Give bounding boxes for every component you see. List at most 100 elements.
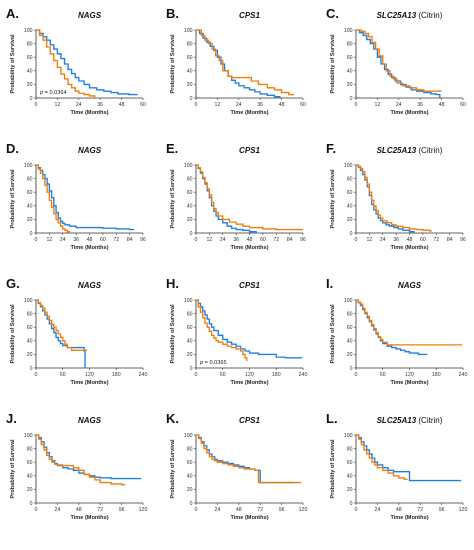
x-tick-label: 72	[257, 507, 263, 513]
x-tick-label: 120	[139, 507, 148, 513]
y-tick-label: 60	[27, 325, 33, 331]
y-tick-label: 40	[187, 474, 193, 480]
series-orange-curve	[196, 434, 302, 484]
y-tick-label: 100	[184, 163, 193, 169]
title-gene: NAGS	[78, 146, 102, 155]
title-gene: CPS1	[239, 281, 260, 290]
panel-letter: D.	[6, 141, 19, 156]
y-tick-label: 80	[187, 41, 193, 47]
x-tick-label: 36	[257, 102, 263, 108]
title-gene: NAGS	[78, 11, 102, 20]
x-tick-label: 0	[355, 507, 358, 513]
x-tick-label: 48	[247, 237, 253, 243]
series-blue-curve	[356, 434, 462, 482]
y-tick-label: 20	[347, 217, 353, 223]
x-tick-label: 60	[140, 102, 146, 108]
x-tick-label: 72	[113, 237, 119, 243]
y-axis-title: Probability of Survival	[330, 304, 336, 364]
x-tick-label: 48	[87, 237, 93, 243]
x-tick-label: 24	[55, 507, 61, 513]
y-tick-label: 60	[27, 55, 33, 61]
x-tick-label: 36	[417, 102, 423, 108]
x-tick-label: 0	[195, 237, 198, 243]
panel-title: CPS1	[239, 416, 260, 425]
x-tick-label: 12	[215, 102, 221, 108]
panel-letter: G.	[6, 276, 20, 291]
x-tick-label: 0	[355, 102, 358, 108]
x-tick-label: 24	[236, 102, 242, 108]
y-tick-label: 40	[27, 474, 33, 480]
y-axis-title: Probability of Survival	[10, 304, 16, 364]
series-blue-curve	[36, 164, 135, 231]
x-tick-label: 72	[433, 237, 439, 243]
y-tick-label: 80	[27, 446, 33, 452]
x-tick-label: 72	[97, 507, 103, 513]
panel-letter: L.	[326, 411, 338, 426]
series-orange-curve	[196, 299, 248, 362]
x-tick-label: 12	[206, 237, 212, 243]
y-tick-label: 60	[187, 325, 193, 331]
y-tick-label: 20	[27, 487, 33, 493]
panel-title: CPS1	[239, 281, 260, 290]
p-value-label: p = 0.0364	[39, 90, 67, 96]
x-tick-label: 48	[76, 507, 82, 513]
panel-k: K. CPS1 0 20 40 60 80 100 0 24 48 72 96 120 Time (Mont…	[166, 411, 307, 521]
x-tick-label: 24	[375, 507, 381, 513]
y-tick-label: 80	[187, 311, 193, 317]
x-tick-label: 24	[60, 237, 66, 243]
title-gene: NAGS	[398, 281, 422, 290]
x-tick-label: 24	[76, 102, 82, 108]
x-tick-label: 60	[220, 372, 226, 378]
panel-j: J. NAGS 0 20 40 60 80 100 0 24 48 72 96 120 Time (Mont…	[6, 411, 147, 521]
series-blue-curve	[356, 29, 441, 98]
y-tick-label: 60	[27, 460, 33, 466]
x-axis-title: Time (Months)	[230, 110, 268, 116]
series-orange-curve	[196, 164, 303, 231]
x-tick-label: 12	[366, 237, 372, 243]
panel-c: C. SLC25A13 (Citrin) 0 20 40 60 80 100 0 12 24 36 48…	[326, 6, 466, 116]
y-axis-title: Probability of Survival	[10, 169, 16, 229]
y-tick-label: 100	[24, 28, 33, 34]
x-tick-label: 48	[236, 507, 242, 513]
y-tick-label: 100	[184, 298, 193, 304]
y-tick-label: 100	[344, 28, 353, 34]
title-gene: CPS1	[239, 11, 260, 20]
series-blue-curve	[36, 299, 86, 368]
x-tick-label: 24	[380, 237, 386, 243]
x-axis-title: Time (Months)	[230, 515, 268, 521]
y-tick-label: 40	[187, 204, 193, 210]
x-tick-label: 0	[355, 237, 358, 243]
y-tick-label: 80	[27, 176, 33, 182]
x-tick-label: 96	[300, 237, 306, 243]
x-tick-label: 96	[279, 507, 285, 513]
y-axis-title: Probability of Survival	[330, 439, 336, 499]
x-tick-label: 60	[60, 372, 66, 378]
y-tick-label: 0	[30, 366, 33, 372]
panel-title: NAGS	[398, 281, 422, 290]
y-tick-label: 80	[347, 311, 353, 317]
p-value: = 0.0364	[43, 90, 66, 96]
panel-letter: K.	[166, 411, 179, 426]
x-axis-title: Time (Months)	[230, 245, 268, 251]
x-tick-label: 0	[35, 237, 38, 243]
y-tick-label: 0	[350, 231, 353, 237]
y-tick-label: 0	[190, 96, 193, 102]
x-tick-label: 24	[396, 102, 402, 108]
title-gene: CPS1	[239, 146, 260, 155]
y-tick-label: 20	[27, 82, 33, 88]
x-axis-title: Time (Months)	[390, 380, 428, 386]
y-axis-title: Probability of Survival	[170, 169, 176, 229]
series-blue-curve	[36, 434, 142, 480]
x-tick-label: 48	[396, 507, 402, 513]
x-tick-label: 84	[127, 237, 133, 243]
y-tick-label: 0	[30, 501, 33, 507]
x-tick-label: 48	[407, 237, 413, 243]
x-axis-title: Time (Months)	[390, 110, 428, 116]
x-tick-label: 96	[439, 507, 445, 513]
y-tick-label: 100	[344, 433, 353, 439]
panel-l: L. SLC25A13 (Citrin) 0 20 40 60 80 100 0 24 48 72 96…	[326, 411, 467, 521]
series-blue-curve	[356, 299, 428, 356]
y-tick-label: 20	[187, 217, 193, 223]
series-orange-curve	[36, 299, 88, 351]
